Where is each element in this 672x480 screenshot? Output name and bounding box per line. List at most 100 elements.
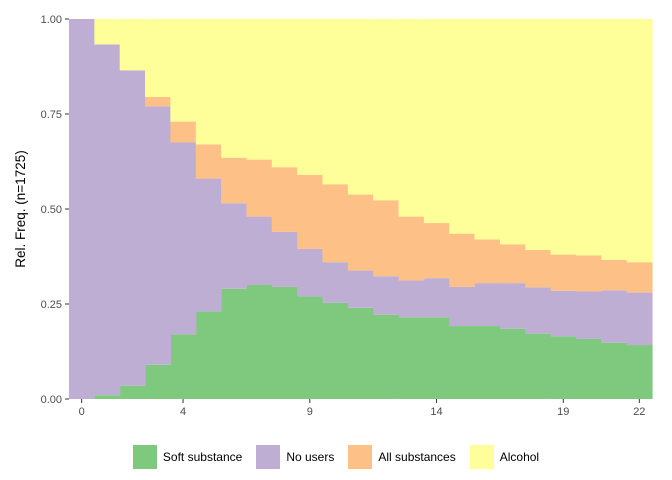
area-segment [322,262,349,303]
area-segment [398,216,425,281]
area-segment [246,216,273,285]
series-areas [69,19,653,399]
area-segment [119,385,146,399]
legend-label: All substances [378,450,456,464]
area-segment [170,121,197,143]
area-segment [145,364,171,399]
area-segment [575,19,602,256]
legend-key [469,445,494,469]
x-tick-label: 9 [307,406,313,418]
area-segment [575,338,602,399]
area-segment [499,244,526,284]
area-segment [449,19,476,234]
area-segment [474,239,501,284]
legend-label: No users [286,450,335,464]
area-segment [626,262,653,293]
area-segment [170,19,197,122]
area-segment [119,70,146,386]
area-segment [626,345,653,399]
y-tick-label: 0.50 [41,204,62,216]
area-segment [170,334,197,399]
area-segment [373,200,400,277]
area-segment [297,296,324,399]
area-segment [373,276,400,315]
area-segment [626,292,653,346]
area-segment [499,283,526,329]
area-segment [347,307,374,399]
series-alcohol [94,19,653,263]
area-segment [271,167,298,232]
x-tick-label: 14 [430,406,442,418]
series-soft-substance [94,285,653,399]
area-segment [601,342,628,399]
series-no-users [69,19,653,399]
area-segment [550,336,577,399]
area-segment [322,19,349,185]
area-segment [221,157,248,204]
area-segment [145,106,171,365]
y-axis-title: Rel. Freq. (n=1725) [13,150,28,267]
area-segment [398,317,425,399]
area-segment [626,19,653,263]
area-segment [423,223,450,279]
area-segment [195,178,222,312]
x-tick-label: 0 [79,406,85,418]
area-segment [69,19,95,399]
legend-label: Alcohol [499,450,540,464]
area-segment [271,231,298,287]
area-segment [195,19,222,145]
y-tick-label: 0.00 [41,394,62,406]
area-segment [271,286,298,399]
area-segment [525,287,552,334]
area-segment [474,283,501,327]
area-segment [525,19,552,251]
area-segment [550,19,577,255]
area-segment [195,144,222,179]
area-segment [525,250,552,288]
area-segment [373,314,400,399]
area-segment [297,19,324,175]
area-segment [322,184,349,263]
area-segment [398,280,425,318]
x-axis: 0 4 9 14 19 22 [79,399,645,418]
area-segment [94,395,121,399]
area-segment [550,254,577,291]
area-segment [575,255,602,292]
x-tick-label: 19 [557,406,569,418]
area-segment [525,333,552,399]
area-segment [221,19,248,158]
area-segment [601,19,628,260]
area-segment [373,19,400,201]
legend-item: Alcohol [469,445,540,469]
area-segment [423,278,450,318]
area-segment [221,288,248,399]
area-segment [221,203,248,289]
legend-key [256,445,281,469]
x-tick-label: 4 [180,406,186,418]
area-segment [423,19,450,224]
area-segment [347,270,374,308]
legend-label: Soft substance [162,450,243,464]
area-segment [499,328,526,399]
area-segment [347,19,374,195]
area-segment [575,291,602,339]
x-tick-label: 22 [633,406,645,418]
area-segment [347,194,374,271]
area-segment [398,19,425,217]
area-segment [297,248,324,297]
area-segment [145,19,171,97]
legend-item: All substances [348,445,456,469]
area-segment [94,44,121,396]
area-segment [246,285,273,399]
legend-item: Soft substance [132,445,243,469]
area-segment [271,19,298,168]
area-segment [499,19,526,245]
area-segment [119,19,146,71]
area-segment [322,302,349,399]
y-tick-label: 0.75 [41,109,62,121]
area-segment [601,290,628,343]
legend: Soft substance No users All substances Alco… [0,440,672,474]
legend-key [348,445,373,469]
area-segment [449,326,476,399]
y-tick-label: 1.00 [41,14,62,26]
